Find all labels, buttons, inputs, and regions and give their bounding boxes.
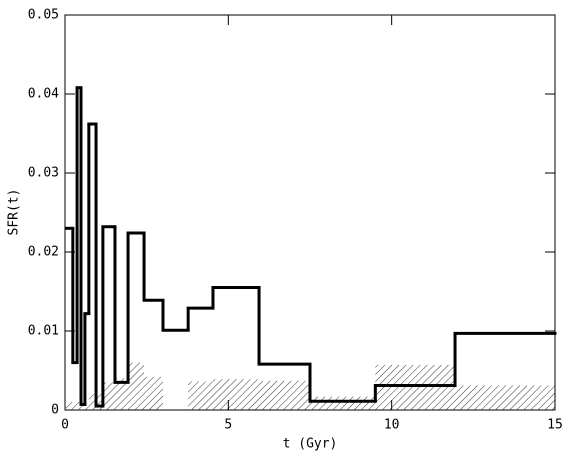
hatched-bar bbox=[144, 376, 163, 410]
hatched-bar bbox=[310, 396, 376, 410]
hatched-bar bbox=[102, 382, 115, 410]
hatched-bar bbox=[259, 380, 310, 410]
hatched-bar bbox=[88, 394, 97, 410]
y-tick-label: 0.01 bbox=[28, 324, 59, 339]
x-tick-label: 0 bbox=[61, 418, 69, 433]
y-axis-label: SFR(t) bbox=[7, 189, 22, 236]
y-tick-label: 0.05 bbox=[28, 8, 59, 23]
plot-frame bbox=[64, 14, 556, 411]
y-tick-label: 0.02 bbox=[28, 245, 59, 260]
y-tick-label: 0.03 bbox=[28, 166, 59, 181]
hatched-bar bbox=[128, 362, 145, 410]
x-tick-label: 15 bbox=[547, 418, 563, 433]
hatched-bar bbox=[65, 402, 73, 410]
hatched-bar bbox=[77, 402, 82, 410]
hatched-bar bbox=[81, 402, 85, 410]
hatched-bar bbox=[72, 402, 78, 410]
x-tick-label: 10 bbox=[384, 418, 400, 433]
hatched-bar bbox=[212, 379, 260, 410]
hatched-bar bbox=[188, 381, 213, 410]
hatched-bar bbox=[455, 385, 555, 410]
x-axis-label: t (Gyr) bbox=[283, 437, 338, 452]
hatched-bar bbox=[84, 402, 89, 410]
y-tick-label: 0 bbox=[51, 403, 59, 418]
hatched-bar bbox=[375, 364, 456, 410]
hatched-bar bbox=[114, 378, 129, 410]
hatched-bar bbox=[96, 394, 103, 410]
x-tick-label: 5 bbox=[224, 418, 232, 433]
y-tick-label: 0.04 bbox=[28, 87, 59, 102]
